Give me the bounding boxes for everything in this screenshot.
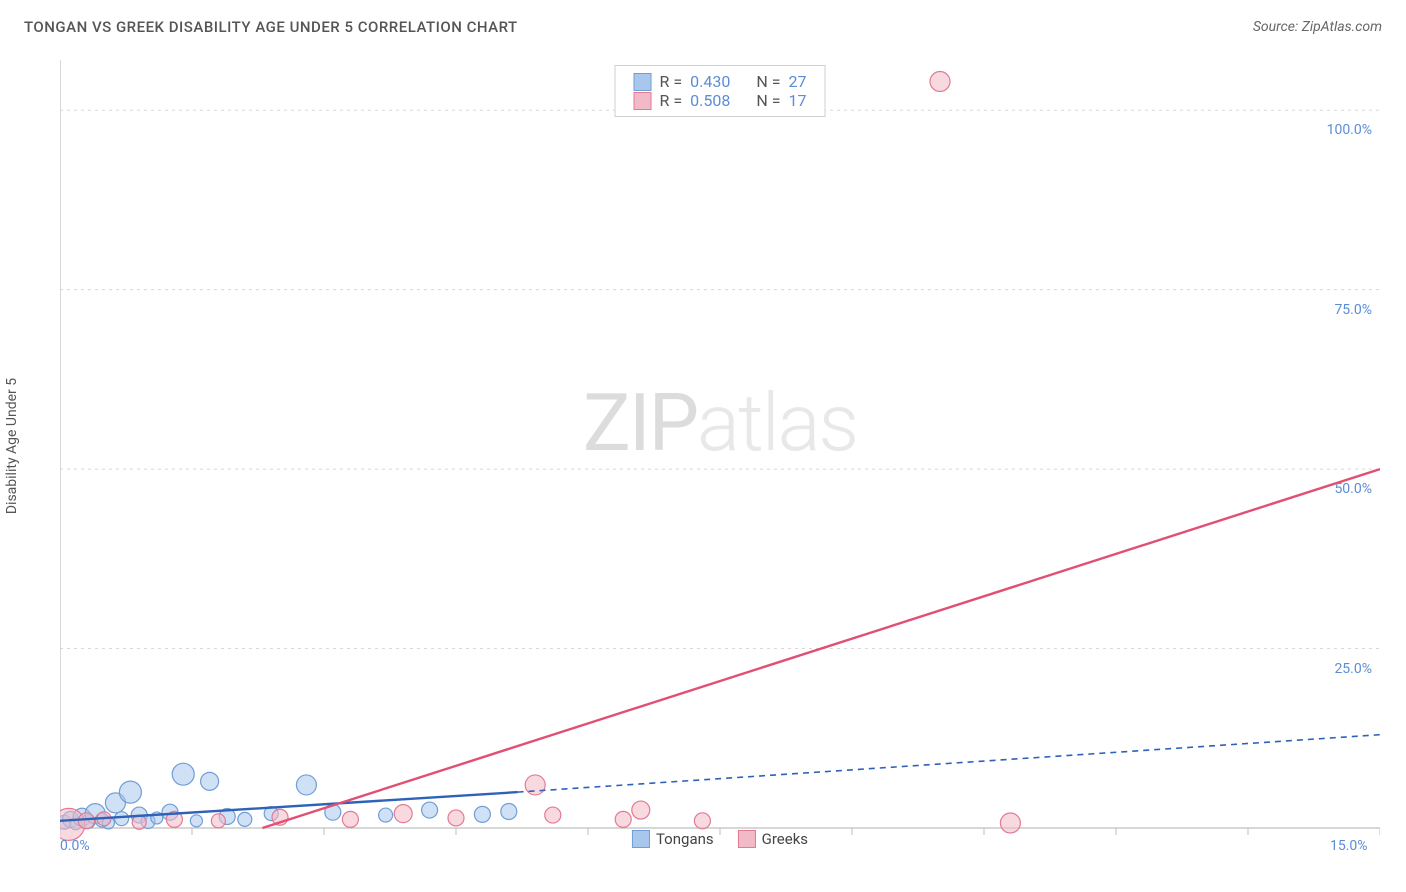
trend-line xyxy=(262,469,1380,828)
legend-item: Greeks xyxy=(738,830,808,848)
series-swatch xyxy=(634,92,652,110)
chart-title: TONGAN VS GREEK DISABILITY AGE UNDER 5 C… xyxy=(24,18,518,36)
data-point xyxy=(342,811,358,827)
data-point xyxy=(501,803,517,819)
r-label: R = xyxy=(660,72,683,91)
y-tick-label: 25.0% xyxy=(1334,661,1372,677)
data-point xyxy=(379,808,393,822)
plot-area: ZIPatlas R =0.430N =27R =0.508N =17 Tong… xyxy=(60,60,1380,850)
y-tick-label: 75.0% xyxy=(1334,302,1372,318)
data-point xyxy=(474,806,490,822)
y-tick-label: 100.0% xyxy=(1327,122,1372,138)
source-prefix: Source: xyxy=(1253,19,1302,35)
data-point xyxy=(296,775,316,795)
trend-line-extrapolated xyxy=(518,735,1380,792)
x-tick-label: 15.0% xyxy=(1330,838,1368,854)
data-point xyxy=(615,811,631,827)
y-tick-label: 50.0% xyxy=(1334,481,1372,497)
data-point xyxy=(930,72,950,92)
series-swatch xyxy=(634,73,652,91)
data-point xyxy=(632,801,650,819)
data-point xyxy=(211,814,225,828)
correlation-box: R = 0.430 N = 27 R = 0.508 N = 17 xyxy=(615,65,826,117)
data-point xyxy=(448,810,464,826)
legend-swatch xyxy=(632,830,650,848)
data-point xyxy=(545,807,561,823)
data-point xyxy=(1000,813,1020,833)
source-link[interactable]: ZipAtlas.com xyxy=(1302,19,1382,35)
data-point xyxy=(422,802,438,818)
data-point xyxy=(119,781,141,803)
x-tick-label: 0.0% xyxy=(60,838,90,854)
y-axis-label: Disability Age Under 5 xyxy=(4,378,20,514)
n-label: N = xyxy=(756,72,780,91)
chart-svg xyxy=(60,60,1380,850)
data-point xyxy=(394,805,412,823)
source-attribution: Source: ZipAtlas.com xyxy=(1253,19,1382,35)
legend-label: Tongans xyxy=(656,830,714,848)
data-point xyxy=(694,813,710,829)
legend-item: Tongans xyxy=(632,830,714,848)
data-point xyxy=(78,813,94,829)
n-label: N = xyxy=(756,91,780,110)
r-value: 0.508 xyxy=(690,91,730,110)
legend: Tongans Greeks xyxy=(632,830,808,848)
correlation-row: R = 0.508 N = 17 xyxy=(634,91,807,110)
n-value: 27 xyxy=(788,72,806,91)
r-value: 0.430 xyxy=(690,72,730,91)
legend-label: Greeks xyxy=(762,830,808,848)
data-point xyxy=(238,812,252,826)
correlation-row: R = 0.430 N = 27 xyxy=(634,72,807,91)
data-point xyxy=(525,775,545,795)
legend-swatch xyxy=(738,830,756,848)
data-point xyxy=(201,772,219,790)
n-value: 17 xyxy=(788,91,806,110)
r-label: R = xyxy=(660,91,683,110)
data-point xyxy=(115,812,129,826)
data-point xyxy=(190,815,202,827)
data-point xyxy=(172,763,194,785)
